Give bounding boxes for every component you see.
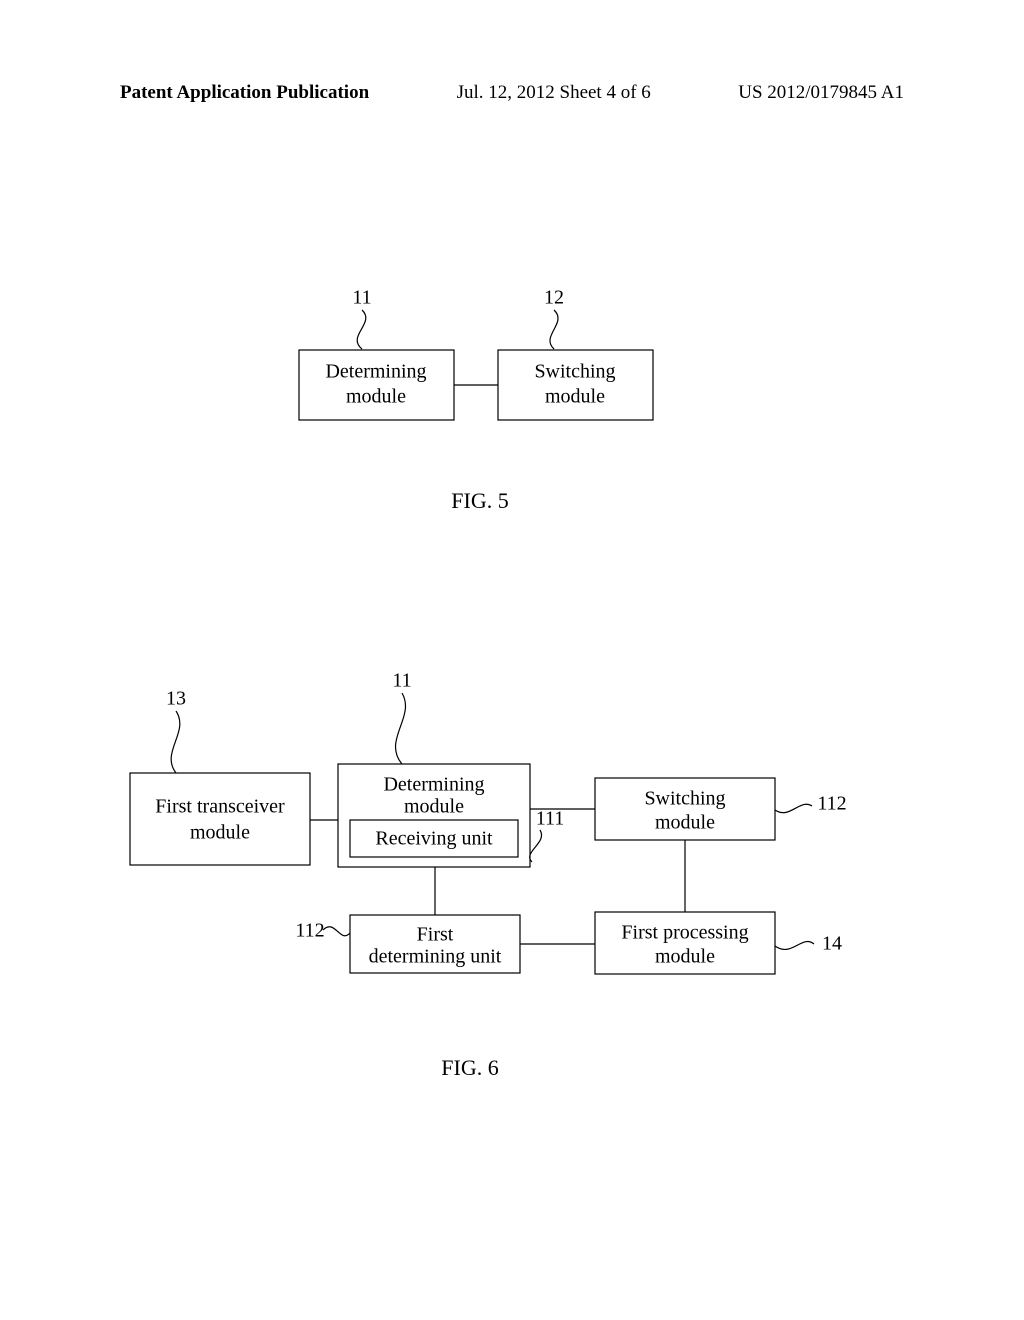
fig6-firstdet-l1: First	[417, 924, 454, 946]
fig6-lead-112-det	[323, 927, 350, 936]
fig6-lead-14	[775, 941, 814, 949]
fig6-firstdet-box: First determining unit	[350, 915, 520, 973]
fig6-transceiver-l2: module	[190, 822, 250, 844]
fig6-processing-l1: First processing	[621, 922, 748, 944]
fig6: First transceiver module Determining mod…	[0, 0, 1024, 1320]
fig6-determining-l1: Determining	[383, 774, 484, 796]
fig6-transceiver-box: First transceiver module	[130, 773, 310, 865]
fig6-determining-l2: module	[404, 796, 464, 818]
fig6-switching-l1: Switching	[644, 788, 725, 810]
fig6-transceiver-l1: First transceiver	[155, 796, 285, 818]
fig6-firstdet-l2: determining unit	[369, 946, 502, 968]
fig6-receiving-box: Receiving unit	[350, 820, 518, 857]
fig6-lead-111	[530, 830, 542, 862]
fig6-lead-11	[396, 693, 406, 764]
fig6-caption: FIG. 6	[441, 1055, 498, 1080]
fig6-receiving-l1: Receiving unit	[375, 828, 493, 850]
fig6-lead-13	[171, 711, 180, 773]
fig6-ref-111: 111	[536, 808, 565, 830]
fig6-switching-l2: module	[655, 812, 715, 834]
fig6-ref-14: 14	[822, 933, 842, 955]
fig6-ref-112-det: 112	[295, 920, 324, 942]
fig6-lead-112-switch	[775, 804, 812, 812]
fig6-ref-112-switch: 112	[817, 793, 846, 815]
fig6-processing-l2: module	[655, 946, 715, 968]
fig6-processing-box: First processing module	[595, 912, 775, 974]
fig6-switching-box: Switching module	[595, 778, 775, 840]
fig6-ref-13: 13	[166, 688, 186, 710]
fig6-ref-11: 11	[392, 670, 411, 692]
